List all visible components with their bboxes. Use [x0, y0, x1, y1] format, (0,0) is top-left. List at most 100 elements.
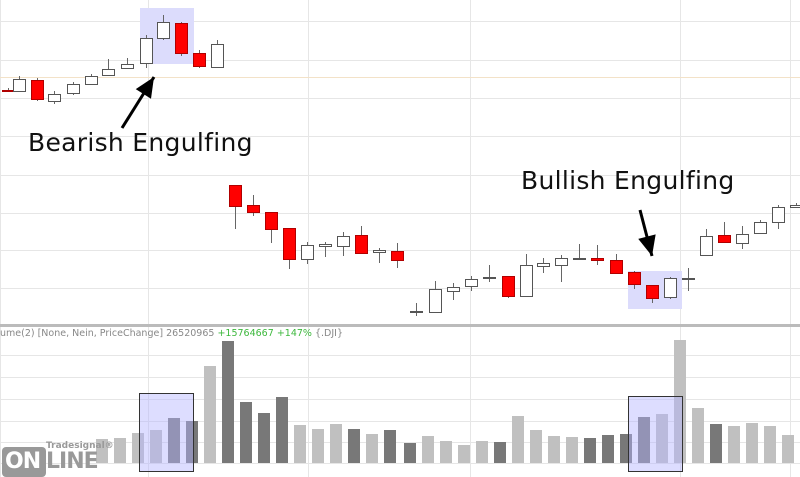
bullish-candle	[48, 94, 61, 102]
volume-bar	[240, 402, 252, 463]
bullish-candle	[429, 289, 442, 313]
volume-change: +15764667	[217, 328, 274, 339]
logo-on: ON	[5, 449, 41, 474]
bearish-candle	[175, 23, 188, 54]
volume-bar	[530, 430, 542, 463]
bullish-candle	[682, 278, 695, 280]
volume-bar	[782, 435, 794, 463]
bullish-candle	[736, 234, 749, 244]
volume-bar	[114, 438, 126, 463]
bearish-candle	[193, 53, 206, 67]
tradesignal-online-logo: Tradesignal® ON LINE	[2, 441, 114, 477]
bullish-candle	[102, 69, 115, 76]
volume-bar	[348, 429, 360, 463]
bullish-candle	[555, 258, 568, 266]
bullish-candle	[664, 278, 677, 298]
volume-bar	[258, 413, 270, 463]
bearish-candle	[31, 80, 44, 100]
volume-bar	[422, 436, 434, 463]
bearish-candle	[610, 260, 623, 274]
volume-bar	[710, 424, 722, 463]
bearish-candle	[229, 185, 242, 207]
volume-value: 26520965	[166, 328, 215, 339]
bullish-candle	[85, 76, 98, 85]
volume-bar	[168, 418, 180, 463]
volume-bar	[746, 423, 758, 463]
bullish-candle	[537, 263, 550, 267]
bearish-candle	[591, 258, 604, 261]
bullish-candle	[13, 79, 26, 92]
volume-symbol: {.DJI}	[314, 328, 343, 339]
volume-bar	[366, 434, 378, 463]
volume-bar	[512, 416, 524, 463]
volume-bar	[312, 429, 324, 463]
volume-bar	[440, 441, 452, 463]
volume-bar	[96, 439, 108, 463]
logo-box	[2, 447, 46, 477]
bullish-engulfing-volume-highlight	[628, 396, 683, 472]
bullish-candle	[483, 277, 496, 279]
volume-bar	[764, 426, 776, 463]
bullish-candle	[121, 64, 134, 69]
volume-bar	[222, 341, 234, 463]
bearish-candle	[718, 235, 731, 243]
bearish-candle	[247, 205, 260, 213]
volume-bar	[204, 366, 216, 463]
bullish-candle	[700, 236, 713, 256]
bullish-candle	[447, 287, 460, 292]
bullish-candle	[67, 84, 80, 94]
volume-bar	[294, 425, 306, 463]
volume-bar	[132, 433, 144, 463]
bullish-candle	[790, 205, 800, 208]
volume-bar	[186, 421, 198, 463]
bullish-candle	[573, 258, 586, 260]
bullish-candle	[140, 38, 153, 64]
bearish-engulfing-volume-highlight	[139, 393, 194, 472]
bearish-candle	[646, 285, 659, 299]
bullish-arrow-icon-head	[638, 234, 656, 256]
bullish-candle	[301, 245, 314, 260]
volume-bar	[692, 408, 704, 463]
bearish-candle	[283, 228, 296, 260]
logo-line: LINE	[46, 449, 99, 474]
bullish-candle	[337, 236, 350, 247]
panel-separator	[0, 324, 800, 327]
bearish-candle	[2, 90, 15, 92]
volume-bar	[548, 436, 560, 463]
bearish-candle	[265, 212, 278, 230]
volume-change-pct: +147%	[276, 328, 312, 339]
bullish-candle	[373, 250, 386, 253]
bearish-candle	[502, 276, 515, 297]
volume-bar	[404, 443, 416, 463]
volume-indicator-name: ume(2) [None, Nein, PriceChange]	[0, 328, 164, 339]
bearish-arrow-icon-head	[135, 77, 154, 99]
bullish-candle	[772, 207, 785, 223]
volume-bar	[638, 417, 650, 463]
bullish-candle	[754, 222, 767, 234]
volume-bar	[656, 414, 668, 463]
volume-bar	[728, 426, 740, 463]
volume-indicator-label: ume(2) [None, Nein, PriceChange] 2652096…	[0, 328, 343, 339]
volume-bar	[458, 445, 470, 463]
volume-bar	[494, 442, 506, 463]
bullish-candle	[319, 244, 332, 247]
bullish-candle	[520, 265, 533, 297]
volume-bar	[566, 437, 578, 463]
bearish-candle	[355, 235, 368, 254]
volume-bar	[276, 397, 288, 463]
bearish-engulfing-annotation: Bearish Engulfing	[28, 128, 253, 157]
bearish-candle	[628, 272, 641, 285]
bullish-candle	[465, 279, 478, 287]
bullish-candle	[410, 311, 423, 313]
volume-bar	[150, 430, 162, 463]
bullish-candle	[211, 44, 224, 68]
volume-bar	[476, 441, 488, 463]
bullish-engulfing-annotation: Bullish Engulfing	[521, 166, 735, 195]
bullish-candle	[157, 22, 170, 39]
volume-bar	[330, 424, 342, 463]
volume-bar	[584, 438, 596, 463]
volume-bar	[602, 435, 614, 463]
volume-bar	[384, 430, 396, 463]
